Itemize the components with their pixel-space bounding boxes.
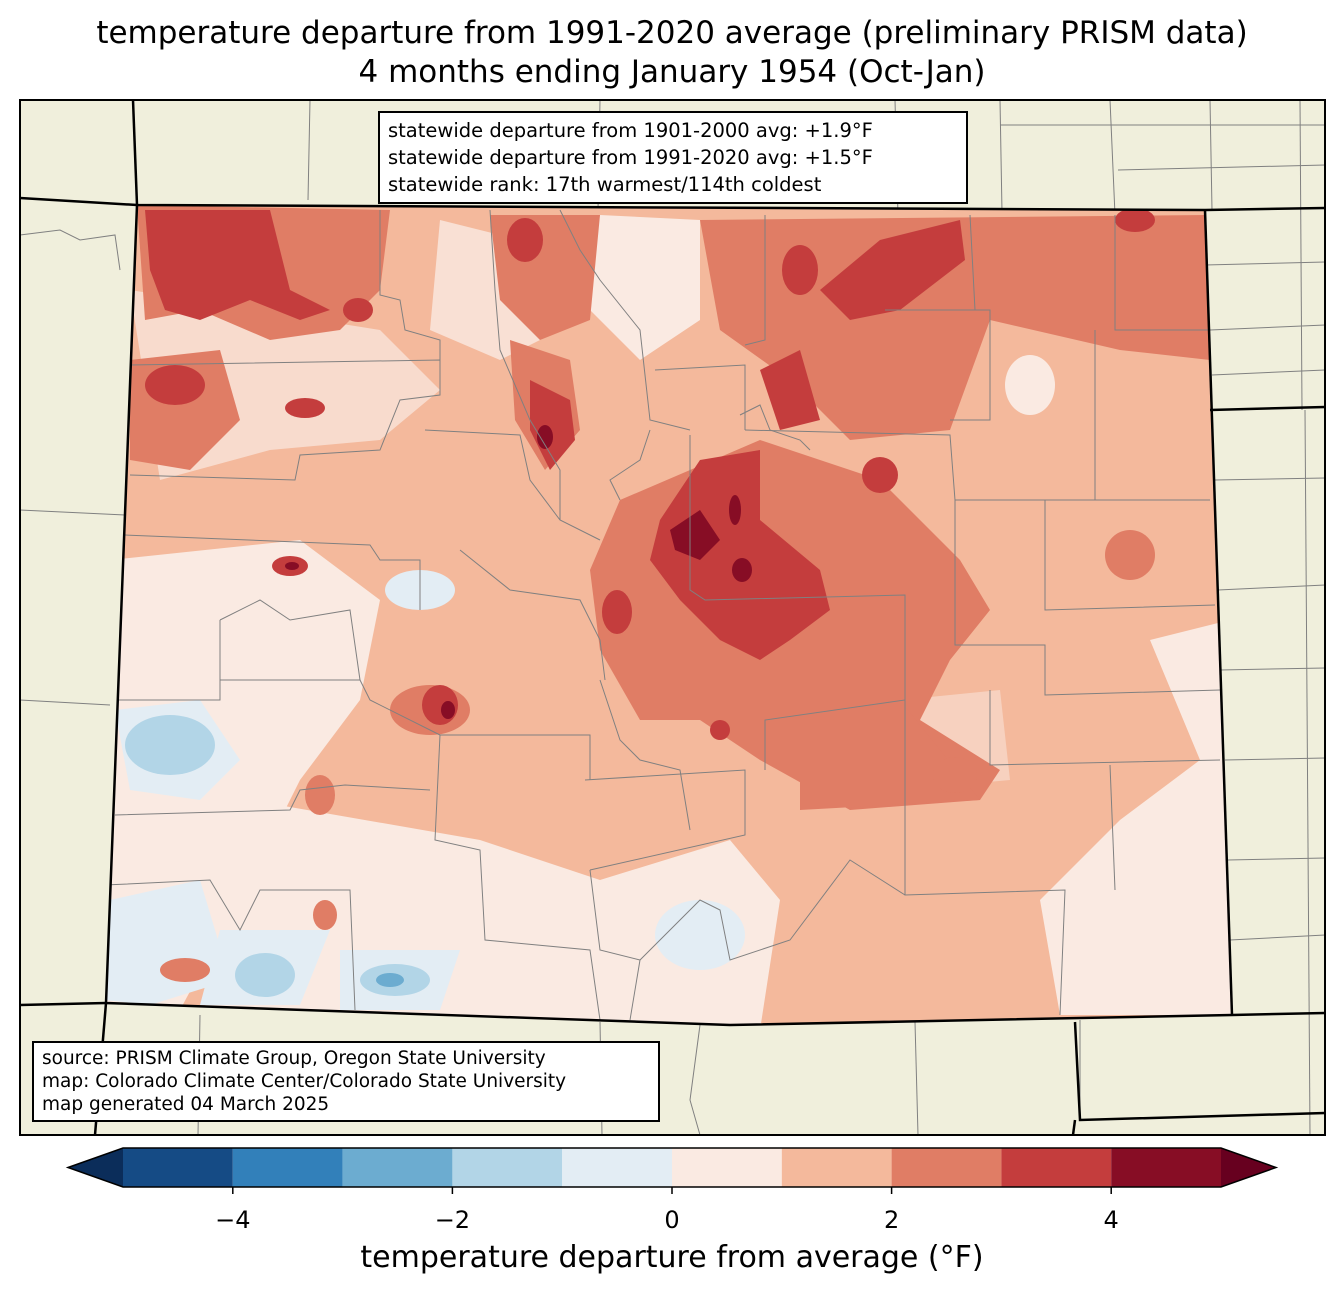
colorbar-tick-label: 0	[664, 1206, 680, 1234]
state-borders	[19, 99, 1326, 1136]
colorbar-tick-label: 4	[1103, 1206, 1119, 1234]
map-credit-line: map: Colorado Climate Center/Colorado St…	[42, 1071, 567, 1092]
temperature-anomaly-contours	[106, 205, 1232, 1025]
colorbar-tick-label: −2	[434, 1206, 471, 1234]
colorbar-tick-label: 2	[883, 1206, 900, 1234]
stats-departure-1901-2000: statewide departure from 1901-2000 avg: …	[388, 119, 873, 142]
source-box: source: PRISM Climate Group, Oregon Stat…	[32, 1041, 660, 1122]
generated-date-line: map generated 04 March 2025	[42, 1094, 330, 1115]
map-title-line2: 4 months ending January 1954 (Oct-Jan)	[358, 54, 986, 90]
colorbar-segment	[232, 1148, 343, 1187]
colorbar-segment	[342, 1148, 453, 1187]
colorbar-extend-high	[1221, 1148, 1276, 1187]
source-line: source: PRISM Climate Group, Oregon Stat…	[42, 1048, 546, 1069]
colorbar	[65, 1147, 1279, 1194]
colorbar-extend-low	[68, 1148, 123, 1187]
map-title-line1: temperature departure from 1991-2020 ave…	[96, 15, 1248, 51]
colorbar-label: temperature departure from average (°F)	[360, 1240, 984, 1275]
colorbar-segment	[1111, 1148, 1221, 1187]
colorbar-segment	[781, 1148, 892, 1187]
colorbar-segment	[562, 1148, 672, 1187]
colorbar-segment	[123, 1148, 233, 1187]
stats-rank: statewide rank: 17th warmest/114th colde…	[388, 173, 822, 196]
colorbar-segment	[452, 1148, 563, 1187]
colorbar-segment	[891, 1148, 1002, 1187]
county-lines	[106, 209, 1221, 1021]
colorbar-tick-label: −4	[215, 1206, 251, 1234]
colorbar-segment	[672, 1148, 782, 1187]
map-frame	[19, 99, 1326, 1136]
statewide-stats-box: statewide departure from 1901-2000 avg: …	[378, 111, 968, 204]
colorbar-outline	[65, 1147, 1279, 1188]
stats-departure-1991-2020: statewide departure from 1991-2020 avg: …	[388, 146, 873, 169]
colorbar-segment	[1001, 1148, 1112, 1187]
